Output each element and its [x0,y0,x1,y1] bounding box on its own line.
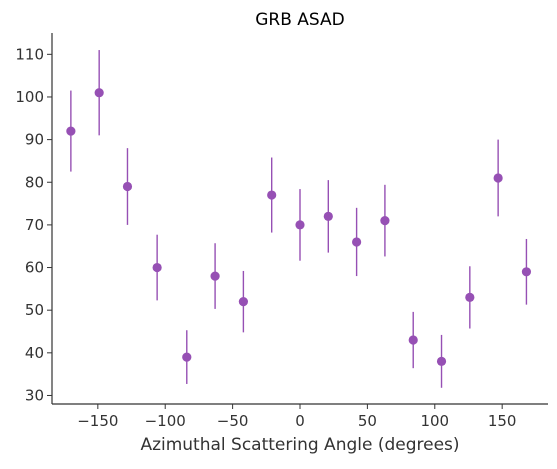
x-ticks: −150 −100 −50 0 50 100 150 [77,404,516,430]
data-point [436,356,447,366]
data-point [267,190,277,200]
x-tick-label: 0 [295,412,305,430]
data-point [380,216,390,226]
y-tick-label: 100 [15,88,44,106]
y-tick-label: 70 [25,216,44,234]
y-tick-label: 90 [25,131,44,149]
y-tick-label: 80 [25,173,44,191]
data-point [465,292,475,302]
data-point [182,352,192,362]
x-tick-label: −150 [77,412,118,430]
y-tick-label: 40 [25,344,44,362]
y-tick-label: 60 [25,259,44,277]
y-tick-label: 50 [25,301,44,319]
y-tick-label: 30 [25,386,44,404]
data-point [352,237,362,247]
data-point [66,126,76,136]
data-point [122,181,133,192]
data-point [210,271,220,281]
y-tick-label: 110 [15,45,44,63]
data-point [94,88,104,98]
data-point [521,267,532,277]
x-tick-label: 50 [358,412,377,430]
data-marks [66,50,532,388]
x-axis-title: Azimuthal Scattering Angle (degrees) [140,435,459,455]
x-tick-label: −100 [145,412,186,430]
data-point [238,297,248,307]
x-tick-label: 150 [488,412,517,430]
data-point [493,173,503,183]
data-point [323,211,333,221]
data-point [295,220,305,230]
chart-title: GRB ASAD [255,10,345,30]
data-point [408,335,418,345]
y-ticks: 30 40 50 60 70 80 90 100 110 [15,45,52,404]
x-tick-label: 100 [420,412,449,430]
data-point [152,262,162,273]
x-tick-label: −50 [217,412,249,430]
